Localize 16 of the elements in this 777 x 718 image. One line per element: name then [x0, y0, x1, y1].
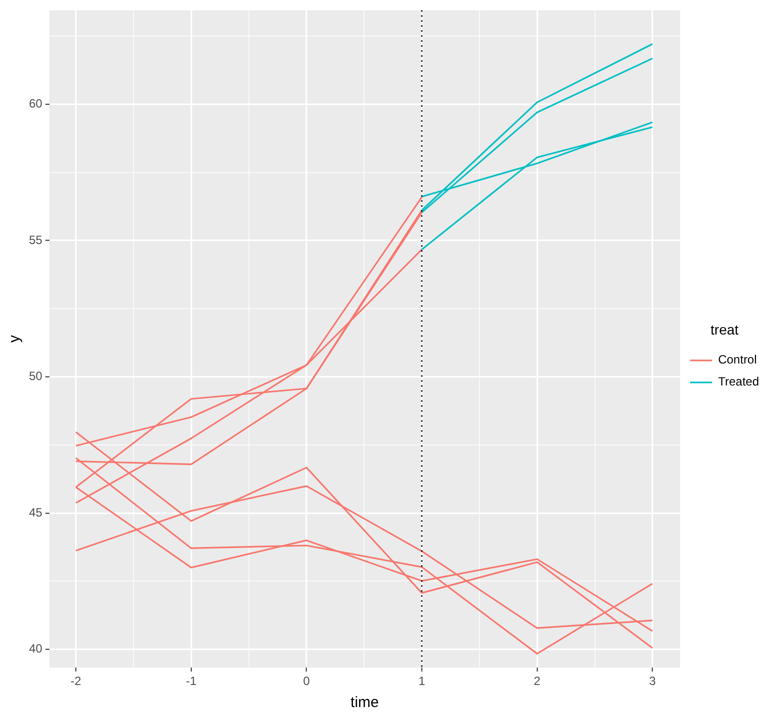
x-tick-label: -1 [186, 674, 197, 688]
y-tick-label: 60 [28, 96, 43, 111]
x-tick-label: -2 [70, 674, 82, 688]
legend-title: treat [710, 321, 739, 338]
y-tick-label: 50 [28, 369, 43, 384]
y-tick-label: 40 [28, 642, 43, 656]
y-axis-title: y [6, 334, 24, 343]
x-tick-label: 0 [303, 674, 310, 688]
legend-label: Control [718, 352, 757, 367]
y-tick-label: 55 [28, 232, 43, 247]
legend-label: Treated [718, 374, 760, 389]
y-tick-label: 45 [28, 505, 43, 520]
x-axis-title: time [350, 694, 379, 712]
x-tick-label: 3 [649, 674, 656, 688]
x-tick-label: 1 [418, 674, 426, 688]
x-tick-label: 2 [534, 674, 541, 688]
